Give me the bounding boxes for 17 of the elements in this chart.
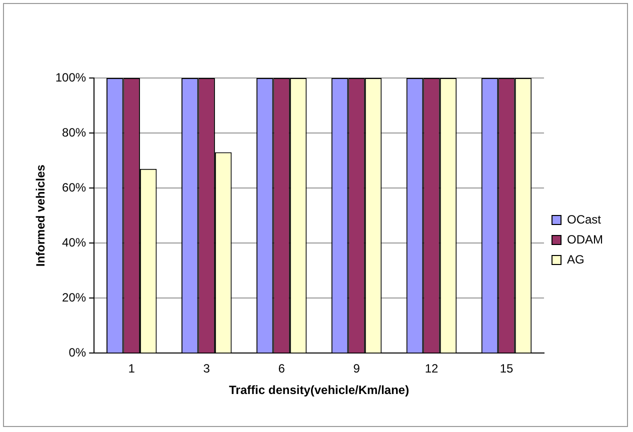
x-tick-label: 12 xyxy=(424,362,439,376)
x-tick-label: 1 xyxy=(128,362,136,376)
y-tick-label: 40% xyxy=(62,235,86,250)
legend-label: ODAM xyxy=(567,232,604,246)
legend-label: AG xyxy=(567,252,584,266)
y-axis-title: Informed vehicles xyxy=(34,164,48,267)
x-tick-label: 15 xyxy=(500,362,514,376)
legend-label: OCast xyxy=(567,212,602,226)
x-tick-label: 3 xyxy=(203,362,210,376)
x-axis-title: Traffic density(vehicle/Km/lane) xyxy=(229,383,410,398)
x-tick-label: 6 xyxy=(278,362,286,376)
y-tick-label: 60% xyxy=(62,180,86,194)
y-tick-label: 20% xyxy=(62,290,86,304)
x-tick-label: 9 xyxy=(353,362,360,376)
y-tick-label: 100% xyxy=(55,70,86,84)
y-tick-label: 80% xyxy=(62,125,86,140)
y-tick-label: 0% xyxy=(68,346,86,360)
